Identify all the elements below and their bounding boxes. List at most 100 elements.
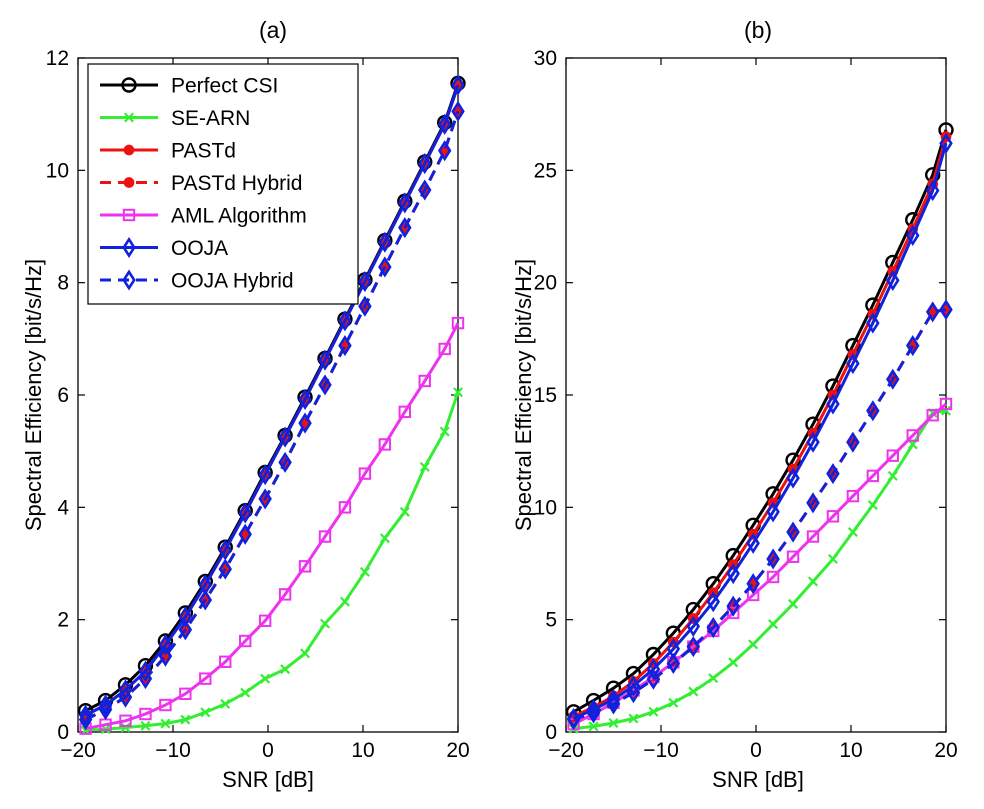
panel-b-ooja-point [706, 591, 720, 613]
panel-b-aml-algorithm-point [806, 530, 820, 543]
legend-ooja-label: OOJA [171, 237, 228, 260]
panel-b-ooja-hybrid-point [846, 431, 860, 453]
panel-a: (a) −20 −10 0 10 20 0 2 4 6 8 10 12 SNR [dB] Spectr… [21, 17, 470, 792]
legend-aml-algorithm-marker [122, 208, 136, 222]
panel-b-se-arn-point [788, 598, 799, 609]
panel-a-se-arn-point [319, 618, 331, 629]
panel-b-aml-algorithm-point [939, 397, 953, 411]
panel-b-ooja-hybrid-point [746, 573, 760, 595]
panel-a-ooja-hybrid-point [298, 412, 312, 434]
panel-a-x-tick-label: 20 [446, 739, 469, 762]
panel-b-ooja-hybrid-point [726, 595, 740, 617]
panel-b-ooja-hybrid-point [925, 301, 940, 323]
panel-a-se-arn-point [300, 648, 311, 659]
panel-a-aml-algorithm-point [338, 501, 352, 514]
panel-b-se-arn-point [708, 673, 719, 684]
panel-a-y-tick-label: 2 [57, 609, 69, 632]
panel-b-se-arn-point [728, 657, 739, 668]
panel-a-se-arn-point [419, 461, 430, 472]
panel-b-ooja-point [886, 269, 900, 291]
panel-b-x-axis-label: SNR [dB] [712, 767, 804, 792]
panel-b-aml-algorithm-point [926, 409, 939, 422]
legend-perfect-csi-label: Perfect CSI [171, 75, 278, 98]
panel-a-ooja-point [398, 192, 412, 214]
panel-a-y-tick-label: 8 [57, 272, 69, 295]
legend-perfect-csi-marker [121, 77, 137, 93]
panel-b-ooja-hybrid-point [806, 492, 820, 514]
panel-a-se-arn-point [220, 698, 231, 709]
panel-a-x-tick-label: 10 [351, 739, 374, 762]
panel-b-ooja-point [586, 698, 601, 721]
panel-b-aml-algorithm-point [846, 489, 860, 503]
panel-a-ooja-hybrid-point [178, 619, 193, 641]
legend-entry-aml-algorithm: AML Algorithm [100, 205, 307, 228]
panel-b-ooja-hybrid-point [826, 463, 840, 485]
panel-b-title: (b) [744, 17, 772, 43]
panel-b-se-arn-point [867, 500, 878, 511]
panel-a-ooja-hybrid-point [437, 140, 452, 162]
panel-a-aml-algorithm-point [358, 467, 372, 480]
panel-a-y-tick-label: 10 [46, 159, 69, 182]
panel-b-x-tick-label: −20 [548, 739, 584, 762]
panel-a-ooja-point [358, 271, 372, 293]
legend-entries: Perfect CSI SE-ARN PASTd PASTd Hybrid AML Al… [100, 75, 307, 293]
panel-a-se-arn-point [240, 687, 251, 698]
panel-b-se-arn-point [668, 697, 679, 708]
panel-a-ooja-hybrid-point [398, 217, 412, 239]
panel-b-ooja-hybrid-point [646, 668, 661, 690]
legend-pastd-marker [123, 144, 135, 156]
panel-b-ticks: −20 −10 0 10 20 0 5 10 15 20 25 30 [534, 47, 958, 762]
panel-a-ooja-hybrid-point [238, 523, 252, 545]
panel-a-aml-algorithm-point [438, 342, 451, 356]
panel-a-title: (a) [259, 17, 287, 43]
panel-b-x-tick-label: 0 [750, 739, 762, 762]
panel-a-ooja-hybrid-point [318, 374, 332, 396]
panel-a-se-arn-point [140, 720, 151, 731]
panel-b-series-ooja-hybrid [566, 299, 953, 731]
panel-a-se-arn-point [260, 673, 271, 684]
panel-b-ooja-hybrid-point [906, 335, 920, 357]
legend-pastd-label: PASTd [171, 140, 236, 163]
panel-b-ooja-point [826, 393, 840, 415]
panel-b-ooja-point [686, 615, 701, 637]
panel-b-se-arn-point [588, 721, 599, 732]
panel-a-ooja-point [98, 694, 113, 716]
panel-a-ooja-point [238, 502, 252, 524]
panel-b-y-tick-label: 0 [545, 721, 557, 744]
panel-a-y-tick-label: 0 [57, 721, 69, 744]
panel-a-ooja-point [378, 231, 392, 253]
panel-b-se-arn-point [688, 686, 699, 697]
legend-entry-ooja-hybrid: OOJA Hybrid [100, 269, 294, 293]
panel-b-ooja-hybrid-point [666, 652, 681, 675]
panel-a-ooja-point [278, 426, 292, 448]
legend-entry-pastd-hybrid: PASTd Hybrid [100, 172, 303, 195]
panel-a-y-tick-label: 6 [57, 384, 69, 407]
panel-a-ooja-hybrid-point [418, 179, 432, 201]
panel-a-aml-algorithm-point [219, 655, 232, 668]
panel-b-ooja-point [626, 675, 641, 697]
panel-a-ooja-hybrid-point [278, 451, 292, 473]
panel-b: (b) −20 −10 0 10 20 0 5 10 15 20 25 30 SNR [dB] Spe… [511, 17, 958, 792]
panel-a-aml-algorithm-point [418, 374, 431, 388]
panel-b-y-tick-label: 25 [534, 159, 557, 182]
panel-a-ooja-point [437, 113, 452, 135]
panel-a-aml-algorithm-point [318, 530, 332, 543]
panel-b-ooja-hybrid-point [626, 682, 641, 704]
legend-ooja-hybrid-marker [122, 269, 136, 291]
panel-b-y-tick-label: 30 [534, 47, 557, 70]
panel-a-ooja-point [338, 310, 352, 332]
panel-a-se-arn-point [452, 387, 464, 398]
panel-b-ooja-point [606, 688, 621, 710]
panel-a-legend: Perfect CSI SE-ARN PASTd PASTd Hybrid AML Al… [87, 63, 359, 305]
panel-a-ooja-point [158, 634, 173, 656]
panel-a-ooja-hybrid-point [378, 256, 392, 278]
panel-a-ooja-point [218, 539, 232, 561]
panel-a-ooja-point [298, 388, 312, 411]
panel-b-ooja-hybrid-point [939, 299, 953, 321]
panel-b-ooja-hybrid-point [606, 693, 621, 715]
panel-b-ooja-point [766, 501, 780, 523]
panel-a-aml-algorithm-point [451, 316, 465, 330]
panel-a-ooja-hybrid-point [78, 709, 93, 731]
legend-ooja-marker [122, 236, 136, 259]
